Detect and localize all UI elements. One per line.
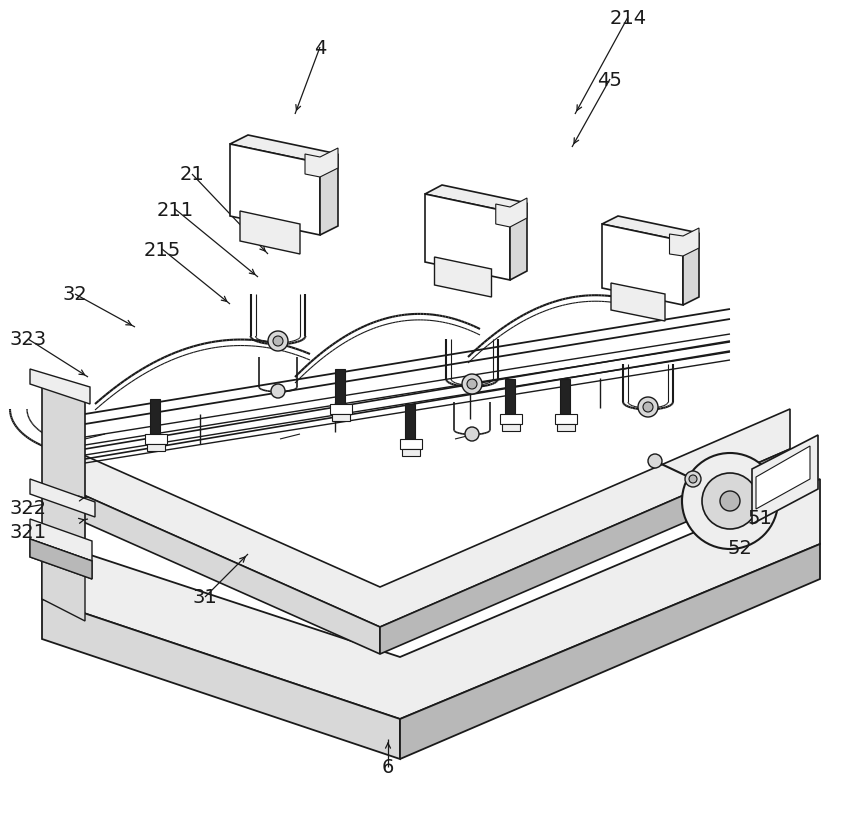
Polygon shape [229, 145, 320, 236]
Text: 322: 322 [9, 498, 47, 517]
Text: 321: 321 [9, 522, 47, 541]
Polygon shape [682, 233, 699, 305]
Polygon shape [42, 600, 399, 759]
Polygon shape [425, 195, 509, 281]
Circle shape [270, 385, 285, 399]
Polygon shape [499, 414, 521, 424]
Polygon shape [509, 204, 526, 281]
Polygon shape [610, 283, 664, 322]
Polygon shape [320, 155, 338, 236]
Polygon shape [332, 414, 350, 422]
Polygon shape [30, 540, 92, 579]
Circle shape [719, 491, 740, 511]
Polygon shape [147, 445, 165, 451]
Polygon shape [229, 136, 338, 164]
Circle shape [467, 379, 477, 390]
Polygon shape [402, 450, 420, 456]
Circle shape [688, 475, 696, 483]
Polygon shape [556, 424, 574, 432]
Polygon shape [334, 369, 345, 405]
Circle shape [273, 337, 282, 346]
Polygon shape [305, 149, 338, 178]
Polygon shape [30, 519, 92, 561]
Circle shape [647, 455, 661, 468]
Circle shape [684, 472, 700, 487]
Text: 4: 4 [313, 38, 326, 57]
Polygon shape [669, 229, 699, 256]
Polygon shape [42, 379, 85, 509]
Polygon shape [601, 217, 699, 242]
Polygon shape [150, 400, 160, 434]
Text: 51: 51 [746, 508, 771, 527]
Circle shape [637, 397, 657, 418]
Polygon shape [601, 224, 682, 305]
Text: 215: 215 [143, 240, 181, 259]
Text: 323: 323 [9, 330, 47, 349]
Polygon shape [399, 545, 819, 759]
Polygon shape [70, 410, 789, 627]
Text: 31: 31 [193, 588, 218, 607]
Circle shape [642, 402, 653, 413]
Text: 214: 214 [609, 8, 646, 28]
Circle shape [268, 332, 287, 351]
Text: 52: 52 [727, 538, 751, 557]
Text: 32: 32 [62, 285, 87, 304]
Polygon shape [434, 258, 491, 297]
Polygon shape [554, 414, 577, 424]
Polygon shape [560, 379, 569, 414]
Text: 21: 21 [179, 165, 204, 184]
Polygon shape [42, 490, 85, 561]
Polygon shape [30, 540, 92, 579]
Polygon shape [399, 440, 421, 450]
Polygon shape [240, 212, 299, 255]
Polygon shape [425, 186, 526, 213]
Polygon shape [496, 199, 526, 228]
Polygon shape [329, 405, 351, 414]
Circle shape [464, 428, 479, 441]
Polygon shape [70, 490, 380, 654]
Polygon shape [145, 434, 167, 445]
Polygon shape [751, 436, 817, 524]
Text: 211: 211 [156, 201, 194, 219]
Polygon shape [30, 479, 95, 518]
Polygon shape [380, 450, 789, 654]
Polygon shape [30, 369, 90, 405]
Circle shape [461, 374, 481, 395]
Polygon shape [42, 479, 819, 719]
Polygon shape [755, 446, 809, 509]
Text: 6: 6 [381, 758, 394, 776]
Text: 45: 45 [597, 70, 622, 89]
Polygon shape [42, 540, 85, 622]
Polygon shape [504, 379, 514, 414]
Circle shape [682, 454, 777, 550]
Circle shape [701, 473, 757, 529]
Polygon shape [502, 424, 519, 432]
Polygon shape [404, 405, 415, 440]
